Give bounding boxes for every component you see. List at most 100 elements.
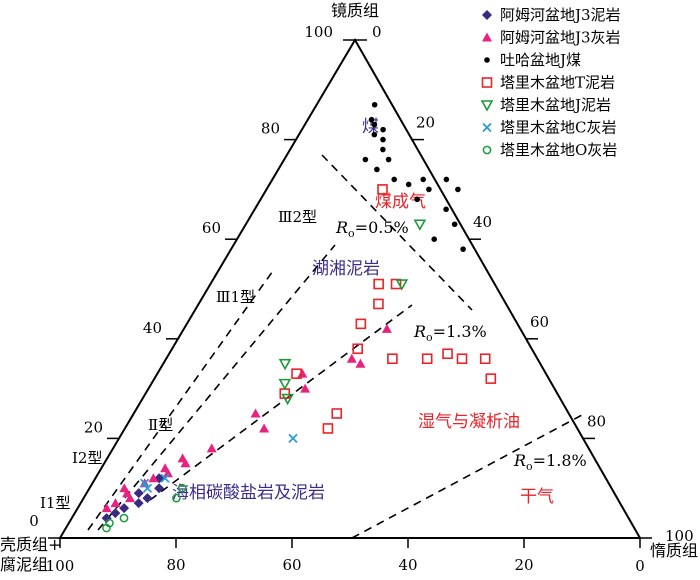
ro-label: Ro=0.5% [335,218,409,240]
data-point [288,433,298,444]
legend-marker [482,10,492,20]
data-point [278,378,292,391]
data-point [413,219,427,231]
exinite-tick-100: 100 [46,557,75,575]
inertinite-tick-100: 100 [665,527,694,545]
data-points [101,101,497,533]
data-point [373,278,384,290]
vertex-label-exinite-2: 腐泥组 [0,555,48,574]
data-point [355,358,366,368]
data-point [162,468,173,478]
data-point [380,126,386,133]
legend: 阿姆河盆地J3泥岩阿姆河盆地J3灰岩吐哈盆地J煤塔里木盆地T泥岩塔里木盆地J泥岩… [480,6,621,159]
data-point [391,176,398,183]
data-point [460,246,466,252]
vertex-label-vitrinite: 镜质组 [331,1,379,20]
vitrinite-tick-label: 40 [143,319,162,337]
legend-entry: 阿姆河盆地J3泥岩 [500,6,621,24]
data-point [443,176,450,183]
region-label: 干气 [520,487,554,507]
kerogen-type-label: Ⅰ2型 [72,449,102,467]
data-point [281,393,294,406]
data-point [133,488,144,499]
data-point [368,116,375,123]
data-point [119,503,130,514]
data-point [485,373,497,384]
data-point [479,353,491,365]
cross-stroke [140,478,150,488]
data-point [180,458,191,468]
data-point [431,236,438,242]
inertinite-tick-label: 80 [587,412,606,430]
legend-marker [482,122,492,133]
cross-stroke [482,122,492,133]
exinite-tick-label: 60 [282,556,301,574]
ro-label: Ro=1.8% [513,451,587,473]
cross-stroke [160,473,170,483]
series-group [362,101,466,252]
legend-marker [481,77,493,88]
data-point [154,483,165,494]
vitrinite-tick-100: 100 [304,23,333,41]
data-point [456,353,468,365]
data-point [119,483,130,493]
data-point [172,493,181,503]
data-point [426,186,432,193]
legend-entry: 塔里木盆地O灰岩 [500,141,617,159]
boundary-line [321,154,473,311]
data-point [206,443,217,453]
vitrinite-tick-0: 0 [29,512,39,530]
data-point [443,206,449,213]
data-point [177,483,187,493]
vertex-label-exinite-1: 壳质组+ [0,535,61,554]
data-point [102,523,111,533]
data-point [101,513,112,524]
data-point [373,298,384,310]
data-point [455,186,461,193]
data-point [300,383,311,393]
data-point [395,279,409,291]
legend-entry: 吐哈盆地J煤 [500,51,581,69]
boundary-line [351,414,583,539]
data-point [377,184,388,195]
legend-entry: 阿姆河盆地J3灰岩 [500,29,621,47]
vertex-label-inertinite: 惰质组 [650,541,698,560]
series-group [140,433,298,493]
data-point [148,473,159,483]
legend-entry: 塔里木盆地C灰岩 [500,119,616,137]
boundary-line [87,267,276,531]
exinite-tick-label: 20 [514,556,533,574]
data-point [142,483,153,493]
data-point [405,181,412,188]
legend-marker [484,57,490,63]
data-point [278,358,292,371]
legend-entry: 塔里木盆地J泥岩 [500,96,611,114]
legend-marker [480,100,494,112]
data-point [110,508,121,519]
inertinite-tick-label: 40 [473,213,492,231]
boundary-line [97,244,336,531]
kerogen-type-label: Ⅰ1型 [40,494,70,512]
exinite-tick-0: 0 [635,557,645,575]
data-point [177,453,188,463]
series-group [102,483,187,533]
data-point [381,323,392,333]
data-point [322,423,334,434]
legend-marker [482,32,492,42]
data-point [160,463,171,473]
data-point [142,493,153,504]
vitrinite-tick-label: 80 [261,120,280,138]
data-point [352,343,364,355]
legend-entry: 塔里木盆地T泥岩 [500,74,615,92]
data-point [355,318,367,330]
inertinite-tick-0: 0 [372,23,382,41]
data-point [133,498,144,509]
data-point [380,136,386,143]
data-point [385,156,392,163]
data-point [119,513,129,523]
data-point [101,503,112,513]
legend-marker [482,145,492,155]
region-label: 煤成气 [375,192,426,212]
data-point [297,368,308,378]
